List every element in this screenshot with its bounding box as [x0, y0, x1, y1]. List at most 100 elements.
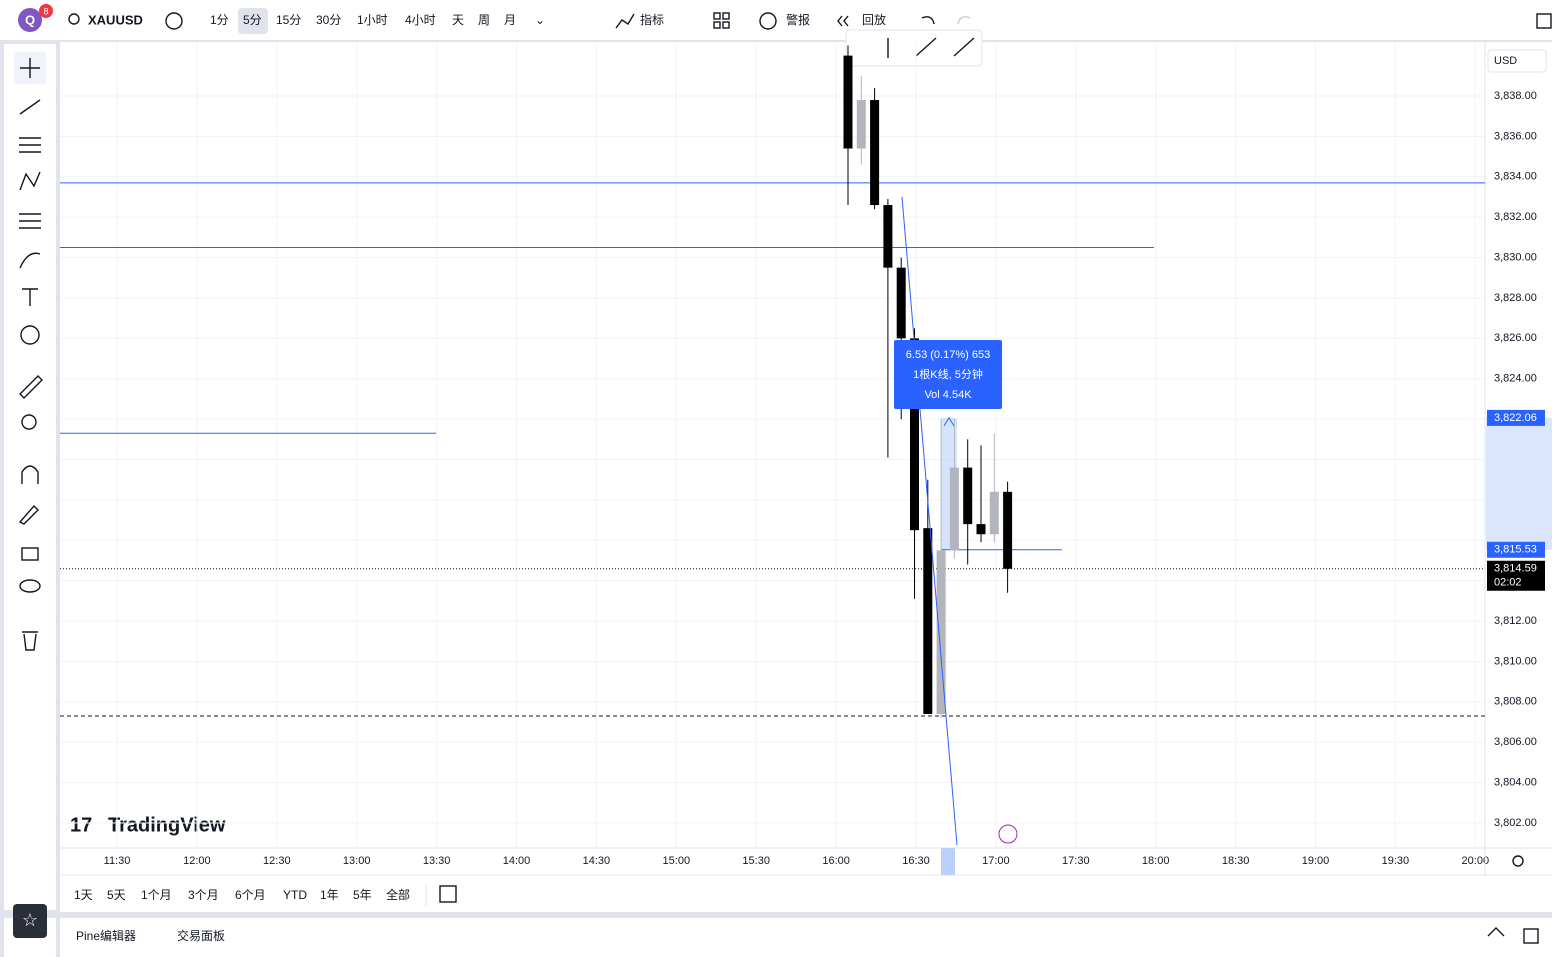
- currency-box[interactable]: [1487, 49, 1547, 73]
- candle-body: [989, 491, 999, 535]
- collapse-panel[interactable]: [1487, 927, 1505, 937]
- badge-count: 8: [43, 6, 48, 16]
- lock-draw-tool[interactable]: [18, 504, 39, 525]
- chart-panel: [60, 42, 1552, 912]
- range-button[interactable]: 5年: [353, 888, 372, 902]
- alerts[interactable]: 警报: [786, 12, 810, 27]
- candle-body: [856, 100, 866, 149]
- interval[interactable]: 月: [504, 13, 516, 27]
- tooltip-line: 1根K线, 5分钟: [913, 367, 983, 381]
- range-button[interactable]: 3个月: [188, 888, 219, 902]
- events-icon[interactable]: [998, 824, 1018, 844]
- x-tick-label: 19:00: [1302, 855, 1330, 867]
- settings-icon[interactable]: [1512, 855, 1524, 867]
- interval[interactable]: 周: [478, 13, 490, 27]
- redo[interactable]: [957, 16, 971, 25]
- forecast-tool[interactable]: [19, 213, 41, 229]
- fib-tool[interactable]: [19, 137, 41, 153]
- interval[interactable]: 4小时: [405, 13, 436, 27]
- tooltip-line: 6.53 (0.17%) 653: [906, 349, 990, 361]
- drawing-float-toolbar: [845, 29, 983, 67]
- bottom-panel: [60, 918, 1552, 957]
- candle-body: [976, 524, 986, 535]
- y-tick-label: 3,824.00: [1494, 373, 1537, 385]
- x-tick-label: 18:30: [1222, 855, 1250, 867]
- candle-body: [936, 550, 946, 714]
- badge: [39, 4, 53, 18]
- watermark-logo: 17: [70, 814, 92, 836]
- range-button[interactable]: 5天: [107, 888, 126, 902]
- zoom-tool[interactable]: [21, 414, 37, 430]
- range-button[interactable]: 1天: [74, 888, 93, 902]
- maximize-panel[interactable]: [1523, 928, 1539, 944]
- x-tick-label: 12:30: [263, 855, 291, 867]
- layout-icon: [722, 21, 730, 29]
- x-tick-label: 11:30: [104, 855, 131, 867]
- interval[interactable]: 天: [452, 13, 464, 27]
- delete-tool[interactable]: [22, 631, 38, 651]
- layout-icon[interactable]: [713, 12, 721, 20]
- y-tick-label: 3,810.00: [1494, 655, 1537, 667]
- bottom-tab[interactable]: Pine编辑器: [76, 928, 136, 943]
- measure-line: [901, 196, 958, 846]
- price-tag: [1487, 409, 1545, 426]
- candle-body: [870, 100, 880, 206]
- x-tick-label: 13:00: [343, 855, 371, 867]
- emoji-tool[interactable]: [20, 325, 40, 345]
- text-tool[interactable]: [22, 288, 38, 306]
- range-button[interactable]: YTD: [283, 888, 307, 902]
- x-tick-label: 17:00: [982, 855, 1010, 867]
- y-tick-label: 3,828.00: [1494, 292, 1537, 304]
- interval[interactable]: 1小时: [357, 13, 388, 27]
- magnet-tool[interactable]: [21, 465, 39, 484]
- indicators[interactable]: 指标: [640, 12, 664, 27]
- date-range-icon[interactable]: [439, 885, 457, 903]
- undo[interactable]: [921, 16, 935, 25]
- trendline-tool[interactable]: [19, 99, 41, 115]
- measure-arrow: [943, 416, 955, 427]
- watchlist-button[interactable]: [13, 904, 47, 938]
- ruler-tool[interactable]: [19, 375, 43, 399]
- range-button[interactable]: 全部: [386, 887, 410, 902]
- bottom-tab[interactable]: 交易面板: [177, 928, 225, 943]
- candle-body: [1003, 491, 1013, 569]
- x-tick-label: 14:00: [503, 855, 531, 867]
- crosshair-tool[interactable]: [20, 58, 40, 78]
- x-tick-label: 16:00: [822, 855, 850, 867]
- symbol[interactable]: XAUUSD: [88, 12, 143, 27]
- replay[interactable]: 回放: [862, 12, 886, 27]
- lock-tool[interactable]: [21, 547, 39, 561]
- interval[interactable]: 1分: [210, 13, 229, 27]
- price-tag-label: 3,815.53: [1494, 544, 1537, 556]
- range-button[interactable]: 6个月: [235, 888, 266, 902]
- price-tag-label: 3,814.59: [1494, 563, 1537, 575]
- star-icon: ☆: [22, 910, 38, 930]
- y-tick-label: 3,832.00: [1494, 211, 1537, 223]
- candle-body: [843, 55, 853, 149]
- float-tools[interactable]: [887, 37, 975, 58]
- range-button[interactable]: 1个月: [141, 888, 172, 902]
- interval[interactable]: 5分: [243, 13, 262, 27]
- tooltip-line: Vol 4.54K: [924, 389, 972, 401]
- price-tag-label: 3,822.06: [1494, 412, 1537, 424]
- candle-body: [923, 528, 933, 714]
- add-symbol[interactable]: [165, 12, 183, 30]
- y-tick-label: 3,838.00: [1494, 90, 1537, 102]
- x-tick-label: 16:30: [902, 855, 930, 867]
- x-tick-label: 14:30: [583, 855, 611, 867]
- currency: USD: [1494, 55, 1517, 67]
- x-tick-label: 18:00: [1142, 855, 1170, 867]
- pattern-tool[interactable]: [19, 171, 41, 191]
- interval[interactable]: 15分: [276, 13, 301, 27]
- more-intervals[interactable]: ⌄: [535, 13, 545, 27]
- avatar-letter: Q: [25, 12, 35, 27]
- hide-tool[interactable]: [19, 579, 41, 593]
- interval[interactable]: 30分: [316, 13, 341, 27]
- fullscreen[interactable]: [1536, 13, 1552, 29]
- brush-tool[interactable]: [19, 252, 41, 269]
- range-button[interactable]: 1年: [320, 888, 339, 902]
- avatar[interactable]: [18, 8, 42, 32]
- left-toolbar: [4, 44, 56, 910]
